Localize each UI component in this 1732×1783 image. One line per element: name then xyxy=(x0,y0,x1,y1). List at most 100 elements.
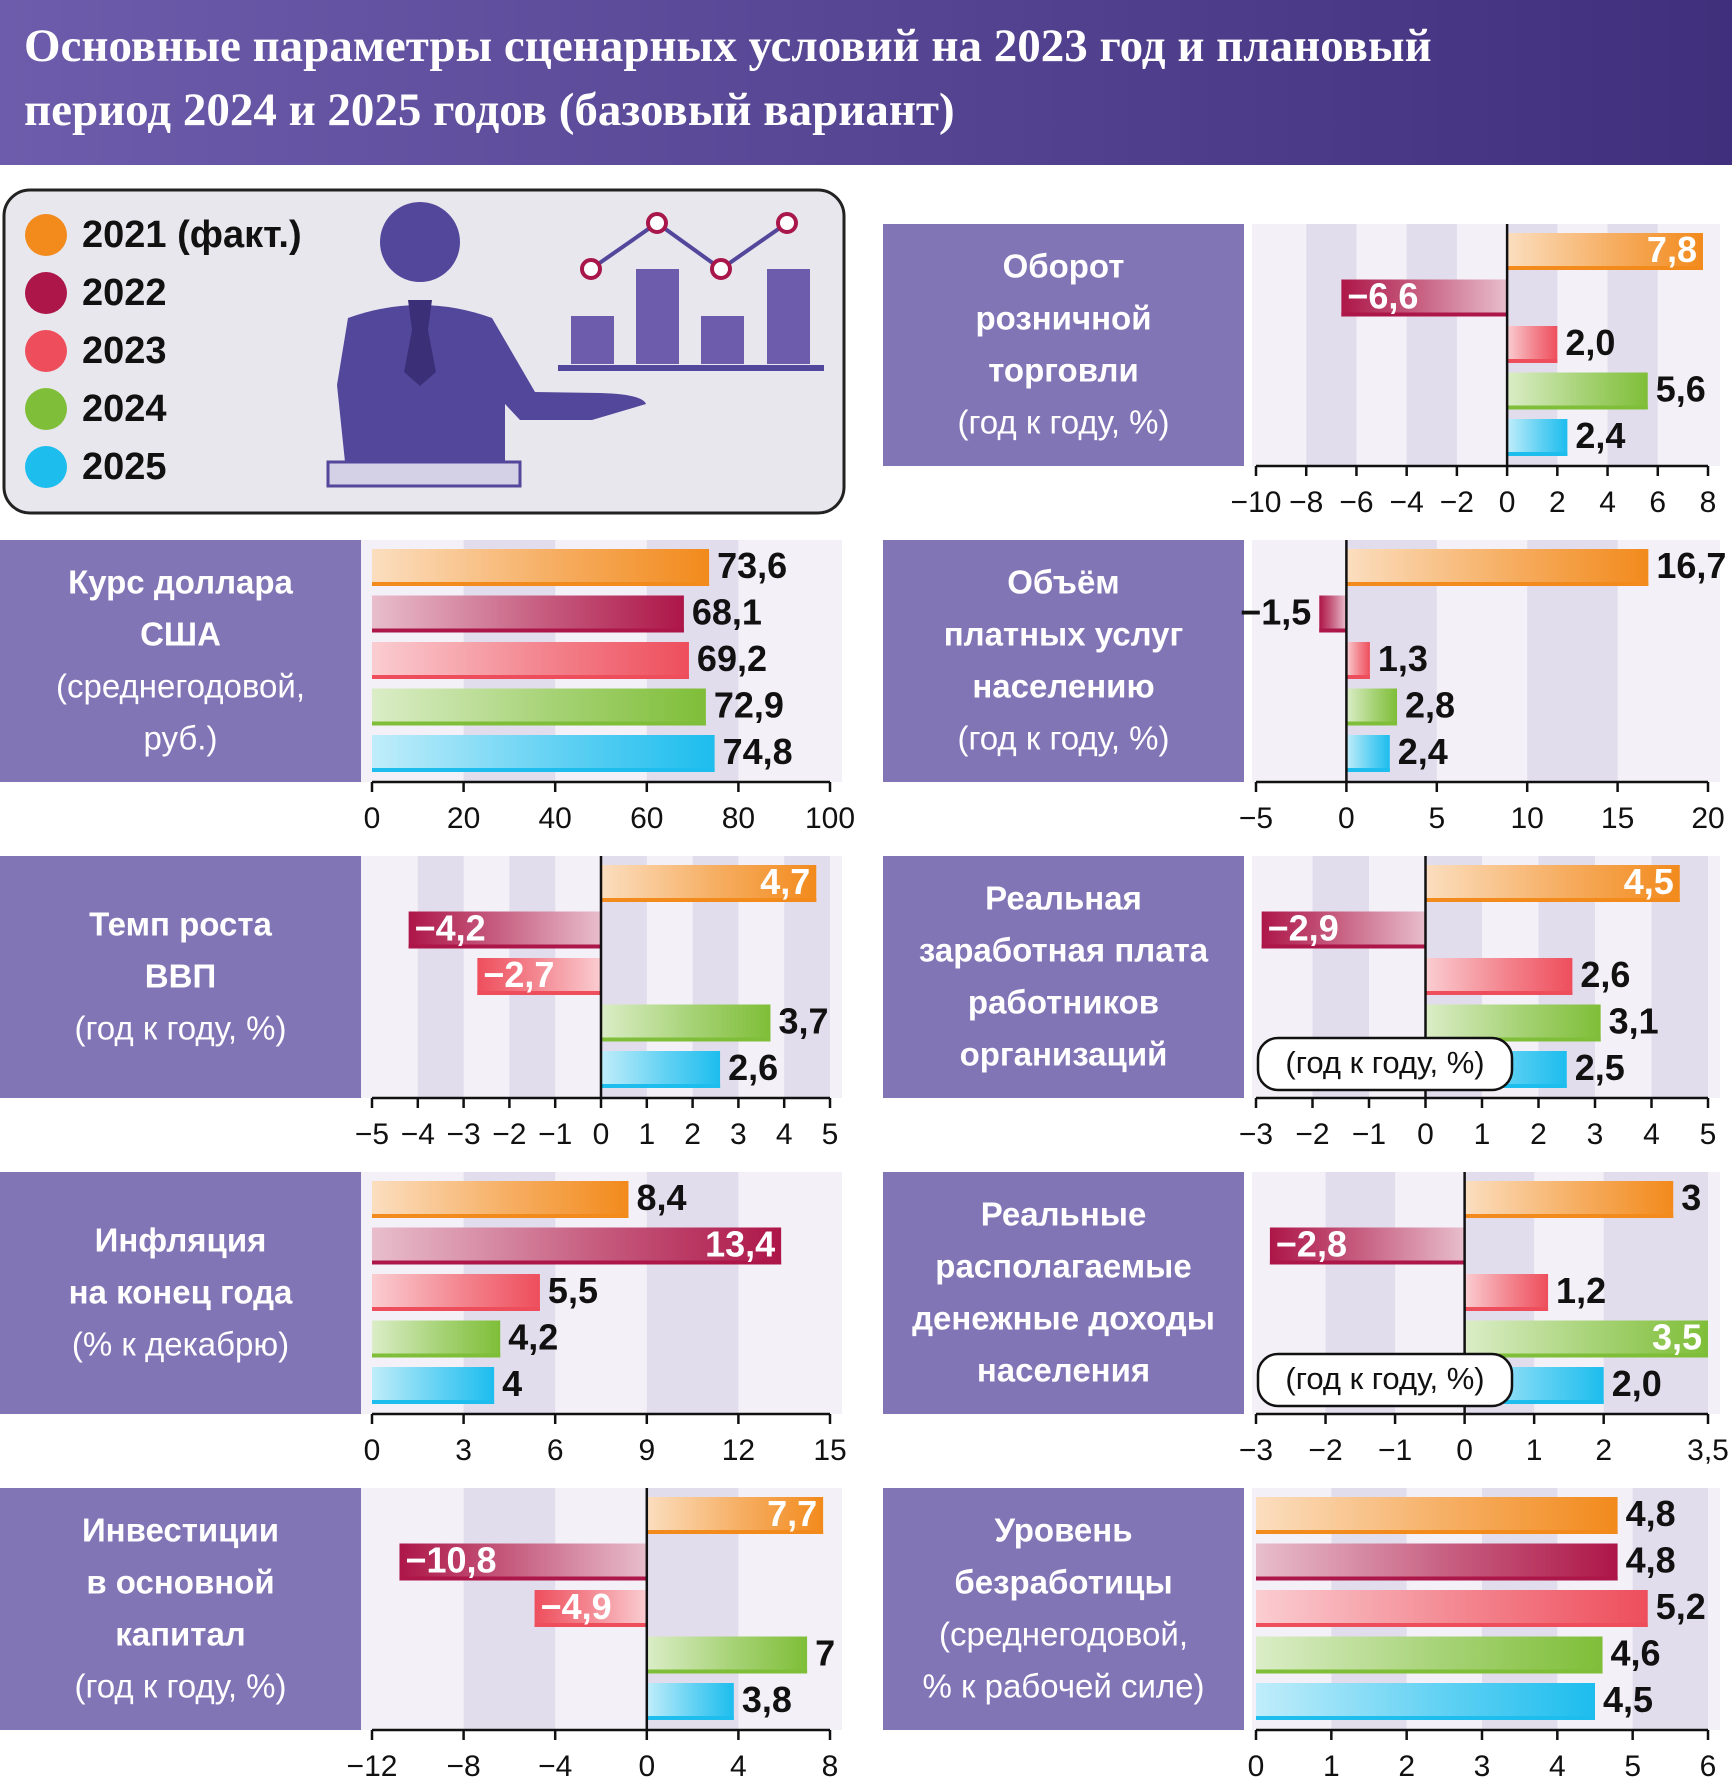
value-label: 4 xyxy=(502,1363,522,1404)
bar-edge xyxy=(1346,582,1649,586)
x-tick-label: −5 xyxy=(355,1118,389,1151)
chart-title: ВВП xyxy=(145,958,216,995)
chart-title: Темп роста xyxy=(89,906,272,943)
bar-edge xyxy=(1425,898,1680,902)
x-tick-label: 0 xyxy=(638,1750,655,1783)
bar-edge xyxy=(1261,944,1426,949)
x-tick-label: 1 xyxy=(1474,1118,1491,1151)
x-tick-label: 12 xyxy=(722,1434,755,1467)
bar-edge xyxy=(646,1530,824,1534)
bar xyxy=(1319,595,1347,633)
chart-subtitle: (среднегодовой, xyxy=(56,668,305,705)
bar xyxy=(372,1227,782,1265)
value-label: 4,5 xyxy=(1624,861,1674,902)
chart-title: работников xyxy=(968,984,1159,1021)
bar-edge xyxy=(399,1576,647,1581)
value-label: 2,5 xyxy=(1575,1047,1625,1088)
bar-edge xyxy=(372,1214,629,1218)
x-tick-label: 6 xyxy=(547,1434,564,1467)
chart-title: Уровень xyxy=(994,1512,1132,1549)
x-tick-label: 20 xyxy=(447,802,480,835)
bar-edge xyxy=(372,1353,501,1358)
bar xyxy=(1425,865,1680,902)
value-label: 3,1 xyxy=(1609,1001,1659,1042)
bar xyxy=(1256,1543,1618,1581)
bar xyxy=(1346,735,1390,772)
value-label: 69,2 xyxy=(697,638,767,679)
x-tick-label: −2 xyxy=(1440,486,1474,519)
chart-subtitle: (год к году, %) xyxy=(957,404,1169,441)
chart-title: Инфляция xyxy=(95,1222,267,1259)
bar-edge xyxy=(1464,1307,1549,1311)
bar xyxy=(408,911,601,949)
value-label: −4,9 xyxy=(541,1586,612,1627)
chart-title: населения xyxy=(977,1352,1150,1389)
x-tick-label: 15 xyxy=(1601,802,1634,835)
x-tick-label: −12 xyxy=(347,1750,398,1783)
bar xyxy=(1346,642,1370,679)
chart-title: в основной xyxy=(86,1564,274,1601)
bar-edge xyxy=(1256,1576,1618,1581)
x-tick-label: 2 xyxy=(1530,1118,1547,1151)
bar-edge xyxy=(1425,1037,1601,1042)
bar-edge xyxy=(1464,1400,1604,1404)
bar xyxy=(1346,688,1398,726)
legend-label: 2023 xyxy=(82,330,167,372)
label-box xyxy=(0,856,361,1098)
bar-edge xyxy=(1256,1669,1603,1674)
chart-subtitle: (год к году, %) xyxy=(74,1010,286,1047)
x-tick-label: 4 xyxy=(776,1118,793,1151)
x-tick-label: −2 xyxy=(1308,1434,1342,1467)
x-tick-label: 3 xyxy=(730,1118,747,1151)
x-tick-label: 2 xyxy=(1398,1750,1415,1783)
x-tick-label: 9 xyxy=(638,1434,655,1467)
bar xyxy=(372,735,715,772)
bar-edge xyxy=(534,1623,647,1627)
value-label: 7,7 xyxy=(767,1493,817,1534)
chart-title: Объём xyxy=(1007,564,1119,601)
value-label: 68,1 xyxy=(692,592,762,633)
bar xyxy=(1256,1590,1648,1627)
value-label: 3,7 xyxy=(778,1001,828,1042)
x-tick-label: −6 xyxy=(1339,486,1373,519)
x-tick-label: 4 xyxy=(1643,1118,1660,1151)
label-box xyxy=(0,1172,361,1414)
value-label: 4,8 xyxy=(1626,1493,1676,1534)
x-tick-label: 5 xyxy=(1624,1750,1641,1783)
bar-edge xyxy=(601,1037,771,1042)
bar-edge xyxy=(1341,312,1508,317)
x-tick-label: 6 xyxy=(1700,1750,1717,1783)
icon-line xyxy=(589,220,789,272)
x-tick-label: 4 xyxy=(1599,486,1616,519)
x-tick-label: 100 xyxy=(805,802,855,835)
value-label: 4,2 xyxy=(508,1317,558,1358)
subtitle-box xyxy=(1256,1036,1514,1092)
bar-edge xyxy=(1507,266,1703,270)
bar-edge xyxy=(477,991,601,995)
x-tick-label: 5 xyxy=(822,1118,839,1151)
bar-edge xyxy=(1256,1530,1618,1534)
x-tick-label: 8 xyxy=(822,1750,839,1783)
chart-title: Оборот xyxy=(1003,248,1125,285)
value-label: 2,8 xyxy=(1405,685,1455,726)
chart-subtitle: (год к году, %) xyxy=(74,1668,286,1705)
chart-title: располагаемые xyxy=(935,1248,1191,1285)
icon-podium xyxy=(326,460,522,488)
value-label: 4,7 xyxy=(760,861,810,902)
x-tick-label: 2 xyxy=(684,1118,701,1151)
x-tick-label: 1 xyxy=(638,1118,655,1151)
chart-subtitle: (год к году, %) xyxy=(957,720,1169,757)
bar xyxy=(646,1497,824,1534)
bar-edge xyxy=(372,1260,782,1265)
bar xyxy=(601,865,817,902)
bar-edge xyxy=(372,675,689,679)
value-label: −1,5 xyxy=(1240,592,1311,633)
x-tick-label: −10 xyxy=(1231,486,1282,519)
x-tick-label: −4 xyxy=(538,1750,572,1783)
x-tick-label: 60 xyxy=(630,802,663,835)
header-title: Основные параметры сценарных условий на … xyxy=(24,20,1432,72)
bar-edge xyxy=(1464,1353,1708,1358)
x-tick-label: 0 xyxy=(1499,486,1516,519)
value-label: −2,7 xyxy=(483,954,554,995)
chart-title: Курс доллара xyxy=(68,564,293,601)
